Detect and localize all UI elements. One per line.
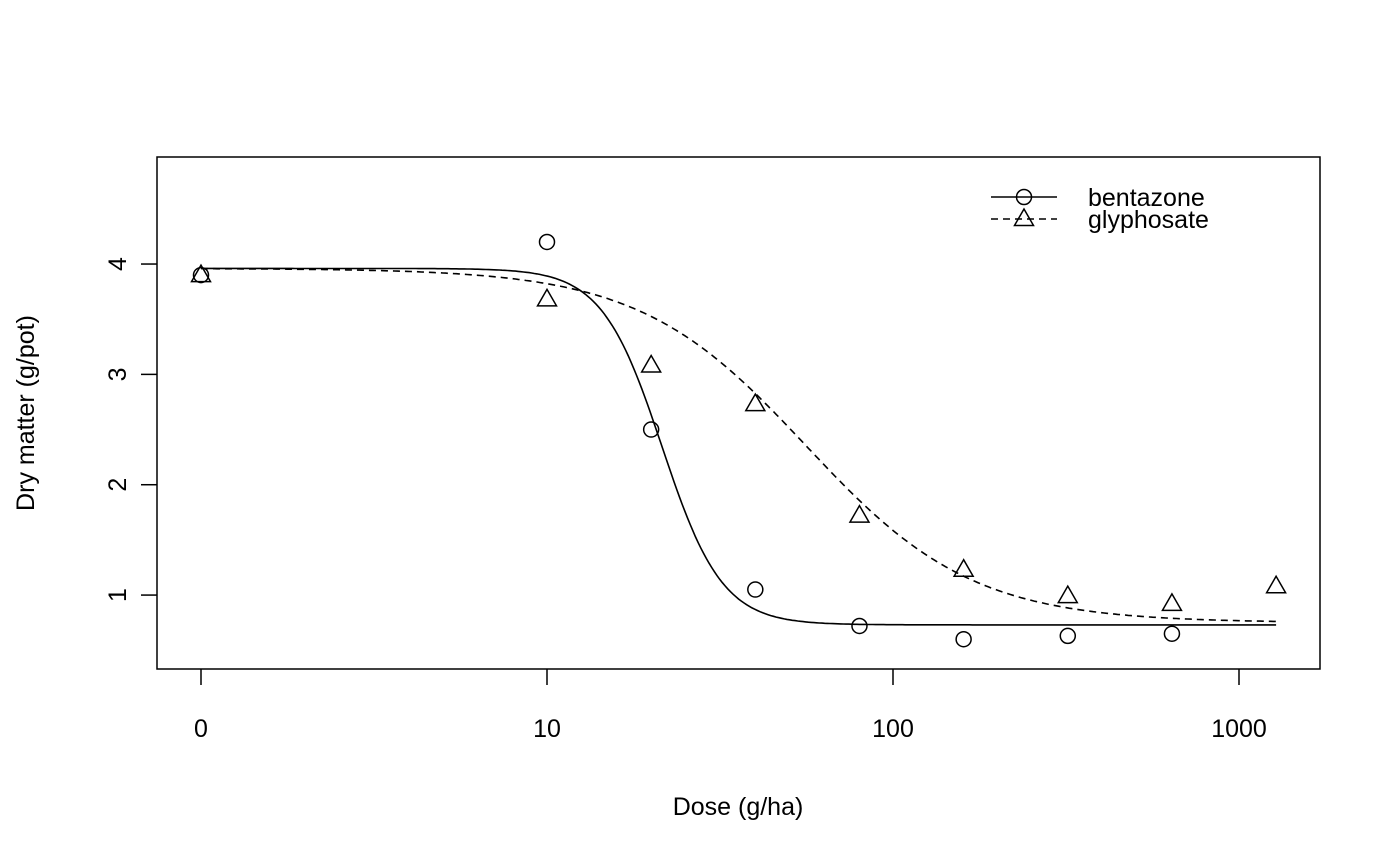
- bentazone-point: [1059, 627, 1077, 645]
- glyphosate-point: [744, 392, 767, 412]
- legend-marker-bentazone: [1015, 188, 1033, 206]
- x-tick-label: 1000: [1211, 715, 1267, 743]
- x-tick-label: 0: [194, 715, 208, 743]
- bentazone-fit-curve: [201, 267, 1277, 626]
- legend-label-glyphosate: glyphosate: [1088, 206, 1209, 234]
- x-axis-title: Dose (g/ha): [673, 793, 804, 821]
- data-points: [190, 233, 1287, 648]
- y-axis: 1 2 3 4: [104, 257, 157, 602]
- fitted-curves: [200, 267, 1277, 626]
- glyphosate-point: [190, 263, 212, 283]
- glyphosate-point: [536, 287, 558, 307]
- plot-frame: [156, 156, 1321, 670]
- glyphosate-point: [640, 354, 662, 373]
- glyphosate-fit-curve: [200, 267, 1277, 623]
- legend-label-bentazone: bentazone: [1088, 184, 1205, 212]
- x-tick-label: 100: [872, 715, 914, 743]
- bentazone-point: [192, 266, 210, 284]
- glyphosate-point: [848, 504, 871, 523]
- glyphosate-point: [1265, 574, 1287, 594]
- x-axis: 0 10 100 1000: [194, 669, 1267, 743]
- y-tick-label: 3: [104, 367, 132, 381]
- glyphosate-point: [952, 558, 975, 577]
- y-tick-label: 4: [104, 257, 132, 271]
- glyphosate-point: [1161, 592, 1183, 612]
- bentazone-point: [955, 630, 972, 648]
- bentazone-point: [747, 581, 764, 598]
- glyphosate-point: [1056, 584, 1079, 604]
- x-tick-label: 10: [533, 715, 561, 743]
- legend-marker-glyphosate: [1013, 207, 1035, 227]
- y-tick-label: 2: [104, 478, 132, 492]
- bentazone-point: [642, 421, 660, 438]
- bentazone-point: [851, 617, 868, 635]
- y-axis-title: Dry matter (g/pot): [12, 315, 40, 511]
- bentazone-point: [538, 233, 556, 251]
- bentazone-point: [1163, 625, 1181, 642]
- y-tick-label: 1: [104, 588, 132, 602]
